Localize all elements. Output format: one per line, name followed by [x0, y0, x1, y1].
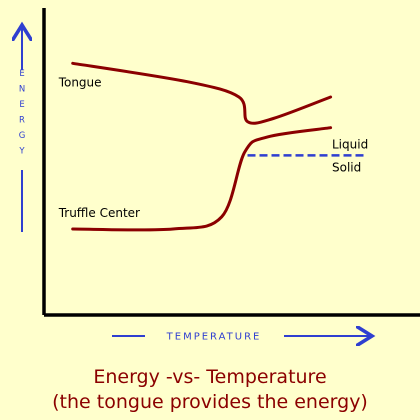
series-line-truffle-center [71, 126, 333, 232]
series-label-tongue: Tongue [58, 75, 102, 89]
x-axis-label: TEMPERATURE [166, 332, 262, 343]
series-label-truffle-center: Truffle Center [58, 206, 140, 220]
phase-label-liquid: Liquid [332, 137, 368, 151]
series-layer [71, 61, 365, 232]
series-line-tongue [71, 61, 333, 125]
chart-title: Energy -vs- Temperature [93, 366, 327, 388]
labels-layer: Tongue Truffle Center Liquid Solid [58, 75, 369, 220]
phase-label-solid: Solid [332, 160, 361, 174]
chart-subtitle: (the tongue provides the energy) [52, 391, 368, 413]
